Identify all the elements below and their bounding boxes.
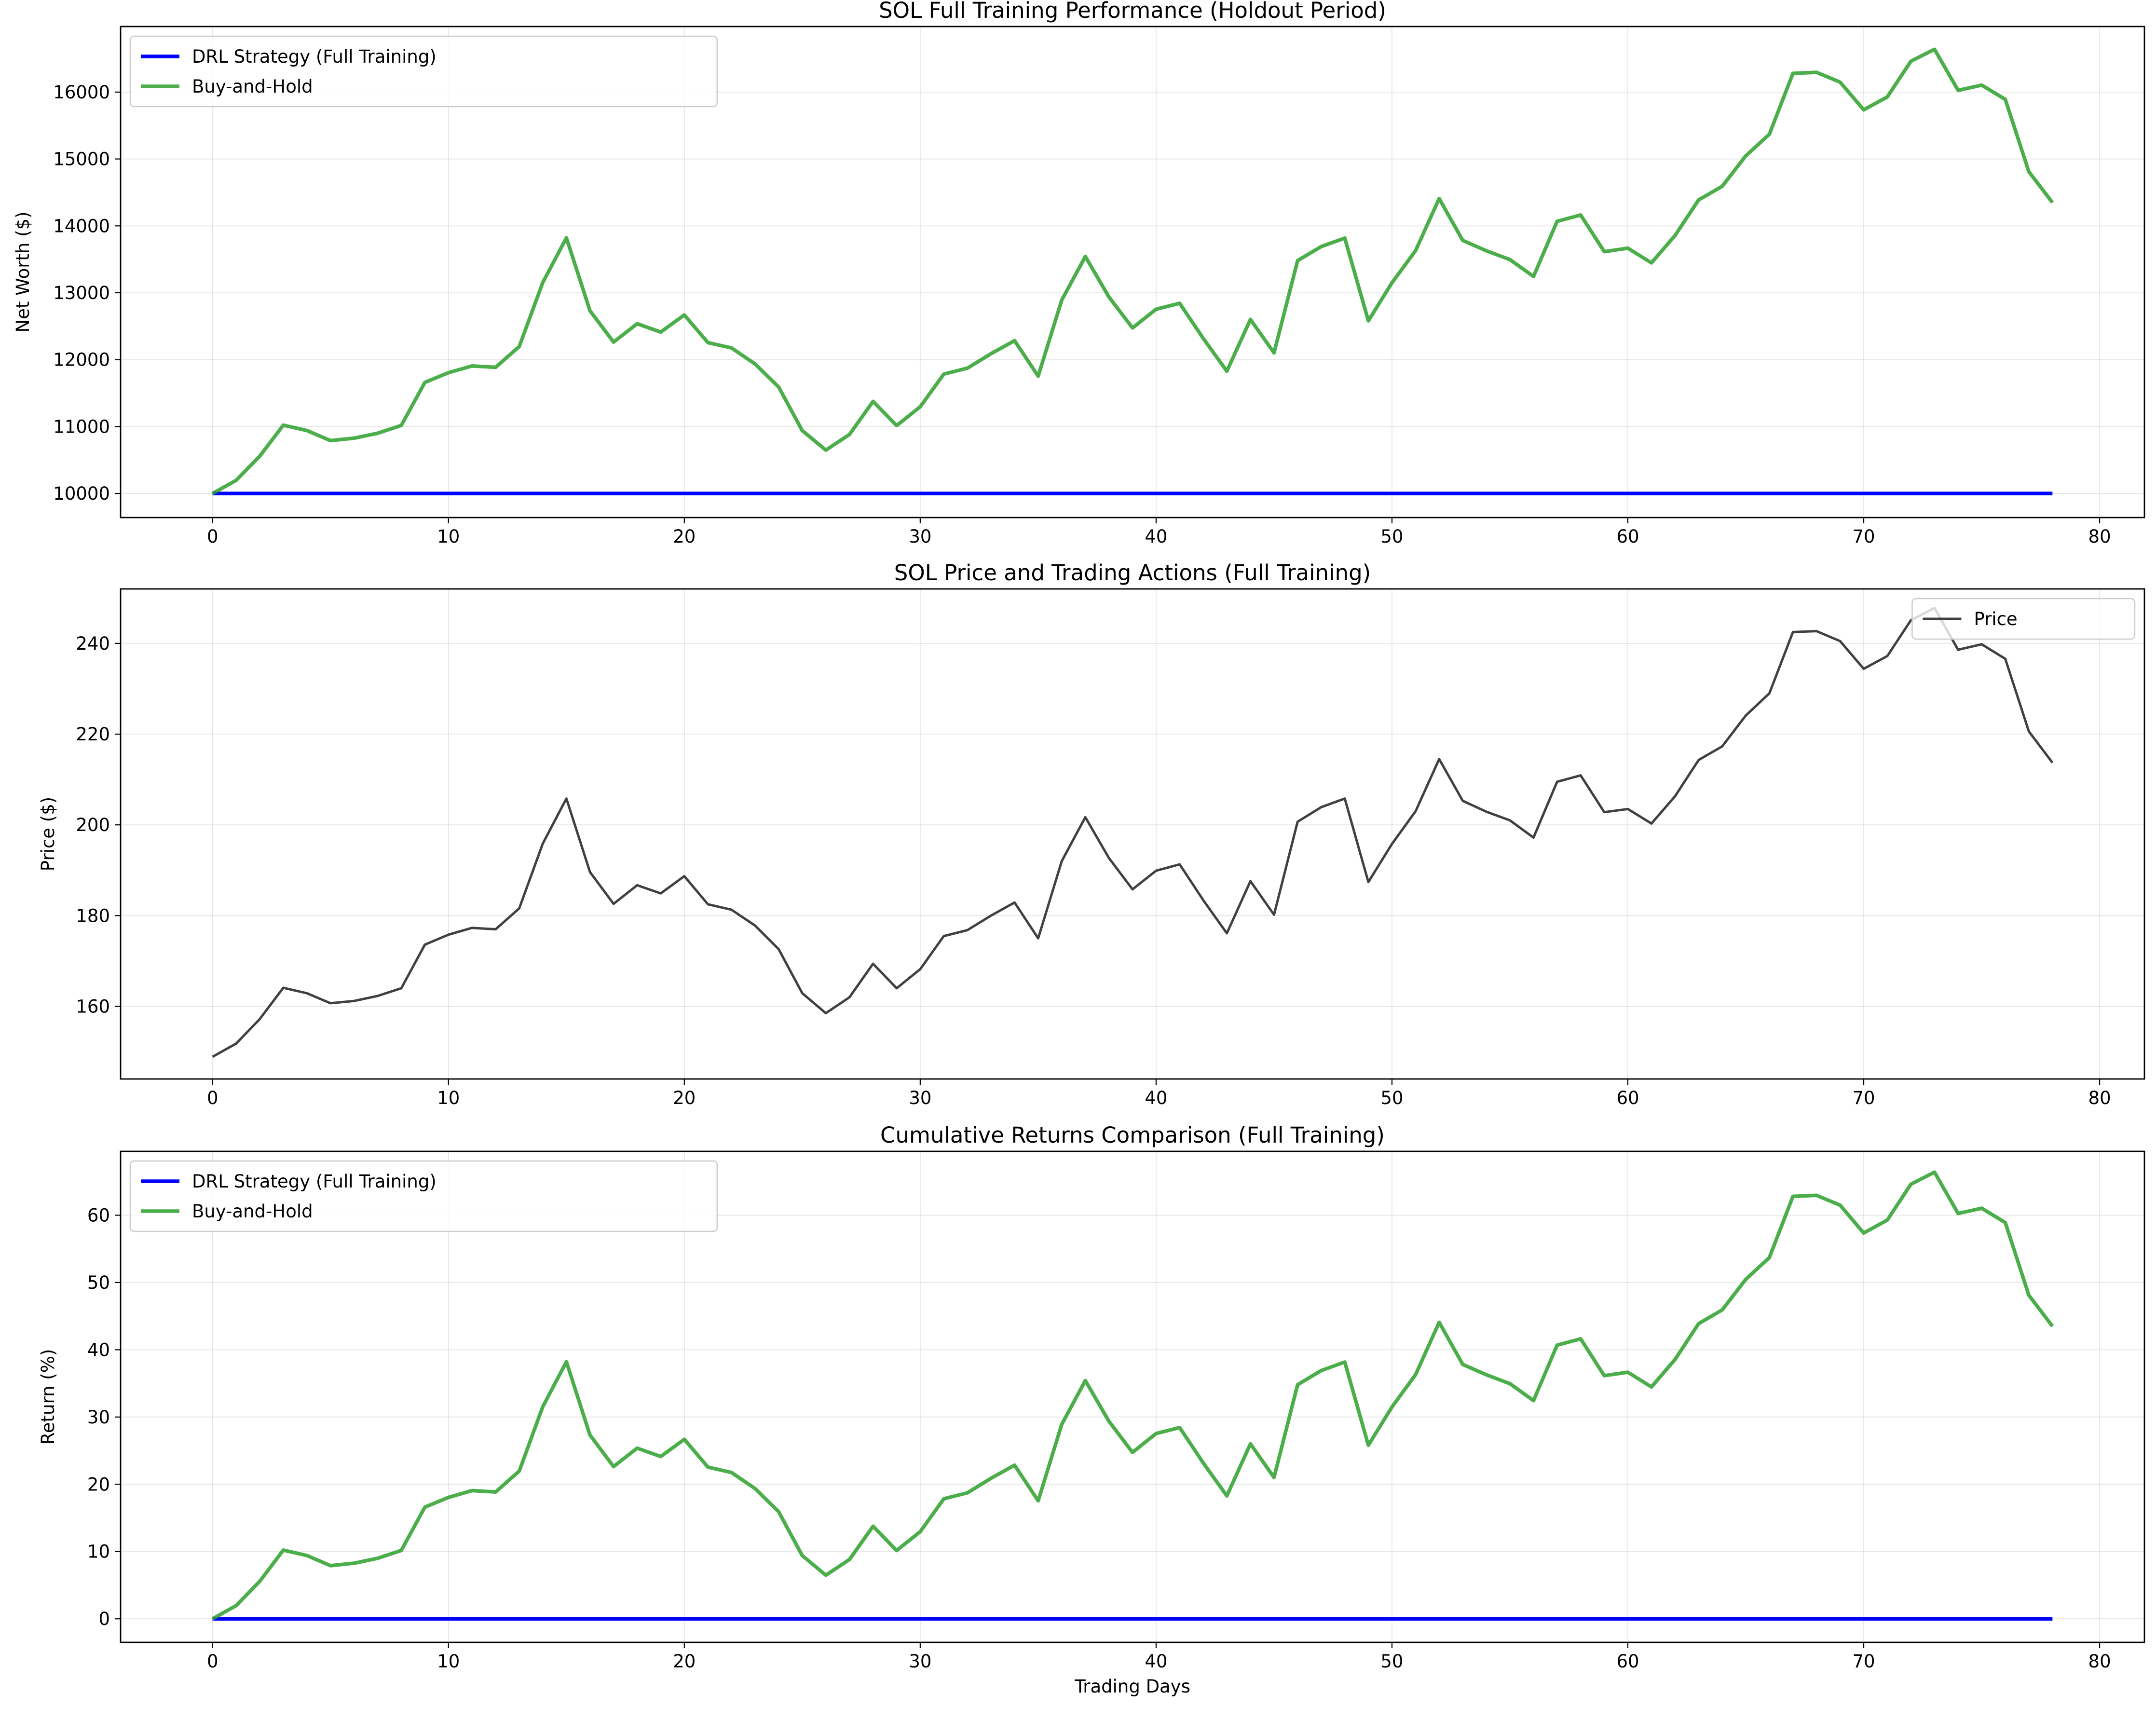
y-tick-label: 60 (87, 1205, 110, 1226)
x-tick-label: 30 (909, 1088, 931, 1108)
x-tick-label: 10 (437, 1088, 460, 1108)
x-tick-label: 10 (437, 526, 460, 547)
x-axis-label: Trading Days (1074, 1676, 1190, 1697)
x-tick-label: 80 (2088, 1651, 2111, 1672)
y-tick-label: 11000 (53, 416, 110, 437)
y-tick-label: 200 (76, 815, 110, 835)
series-line-price (212, 607, 2054, 1058)
plot-frame (120, 1150, 2145, 1643)
y-tick-label: 14000 (53, 216, 110, 236)
x-tick-label: 70 (1852, 1088, 1875, 1108)
legend-box (1911, 598, 2136, 640)
legend-label: DRL Strategy (Full Training) (192, 1171, 437, 1192)
x-tick-label: 70 (1852, 526, 1875, 547)
series-line-buy-and-hold (211, 47, 2054, 495)
x-tick-label: 40 (1145, 1088, 1167, 1108)
y-tick-label: 50 (87, 1272, 110, 1293)
x-tick-label: 60 (1616, 1651, 1639, 1672)
y-tick-label: 40 (87, 1339, 110, 1360)
legend-label: DRL Strategy (Full Training) (192, 46, 437, 67)
x-tick-label: 20 (673, 1088, 696, 1108)
x-tick-label: 40 (1145, 1651, 1167, 1672)
chart-title: Cumulative Returns Comparison (Full Trai… (880, 1122, 1385, 1148)
x-tick-label: 20 (673, 1651, 696, 1672)
chart-panel-1: 0 10 20 30 40 50 60 70 80 10000 11000 12000 13000 140… (13, 0, 2145, 547)
chart-panel-2: 0 10 20 30 40 50 60 70 80 160 180 200 220 240 SOL Pric… (38, 560, 2145, 1108)
x-tick-label: 30 (909, 526, 931, 547)
x-tick-label: 0 (207, 526, 218, 547)
x-tick-label: 60 (1616, 526, 1639, 547)
chart-panel-3: 0 10 20 30 40 50 60 70 80 0 10 20 30 40 50 60 Cumulative… (38, 1122, 2145, 1697)
legend-label: Price (1974, 609, 2017, 629)
x-tick-label: 60 (1616, 1088, 1639, 1108)
x-tick-label: 80 (2088, 1088, 2111, 1108)
y-tick-label: 13000 (53, 283, 110, 303)
x-tick-label: 0 (207, 1651, 218, 1672)
y-tick-label: 20 (87, 1474, 110, 1495)
series-line-buy-and-hold (211, 1170, 2054, 1621)
y-axis-label: Net Worth ($) (13, 211, 33, 332)
y-tick-label: 240 (76, 633, 110, 654)
x-tick-label: 50 (1380, 1651, 1403, 1672)
y-tick-label: 15000 (53, 149, 110, 170)
y-tick-label: 10000 (53, 483, 110, 504)
y-tick-label: 0 (98, 1609, 110, 1629)
y-tick-label: 180 (76, 905, 110, 926)
x-tick-label: 50 (1380, 1088, 1403, 1108)
x-tick-label: 20 (673, 526, 696, 547)
legend-label: Buy-and-Hold (192, 1201, 313, 1222)
x-tick-label: 70 (1852, 1651, 1875, 1672)
y-axis-label: Return (%) (38, 1349, 58, 1445)
y-tick-label: 30 (87, 1407, 110, 1428)
chart-title: SOL Price and Trading Actions (Full Trai… (894, 560, 1371, 586)
y-axis-label: Price ($) (38, 797, 58, 871)
plot-frame (120, 588, 2145, 1080)
y-tick-label: 10 (87, 1542, 110, 1562)
legend: DRL Strategy (Full Training) Buy-and-Hold (129, 35, 718, 108)
x-tick-label: 10 (437, 1651, 460, 1672)
legend-box (129, 35, 718, 108)
y-tick-label: 220 (76, 724, 110, 745)
x-tick-label: 0 (207, 1088, 218, 1108)
x-tick-label: 40 (1145, 526, 1167, 547)
y-tick-label: 12000 (53, 350, 110, 370)
x-tick-label: 80 (2088, 526, 2111, 547)
chart-title: SOL Full Training Performance (Holdout P… (879, 0, 1386, 23)
plot-frame (120, 26, 2145, 519)
legend-label: Buy-and-Hold (192, 76, 313, 97)
x-tick-label: 30 (909, 1651, 931, 1672)
y-tick-label: 16000 (53, 82, 110, 103)
legend-box (129, 1160, 718, 1232)
x-tick-label: 50 (1380, 526, 1403, 547)
legend: DRL Strategy (Full Training) Buy-and-Hold (129, 1160, 718, 1232)
y-tick-label: 160 (76, 996, 110, 1017)
legend: Price (1911, 598, 2136, 640)
